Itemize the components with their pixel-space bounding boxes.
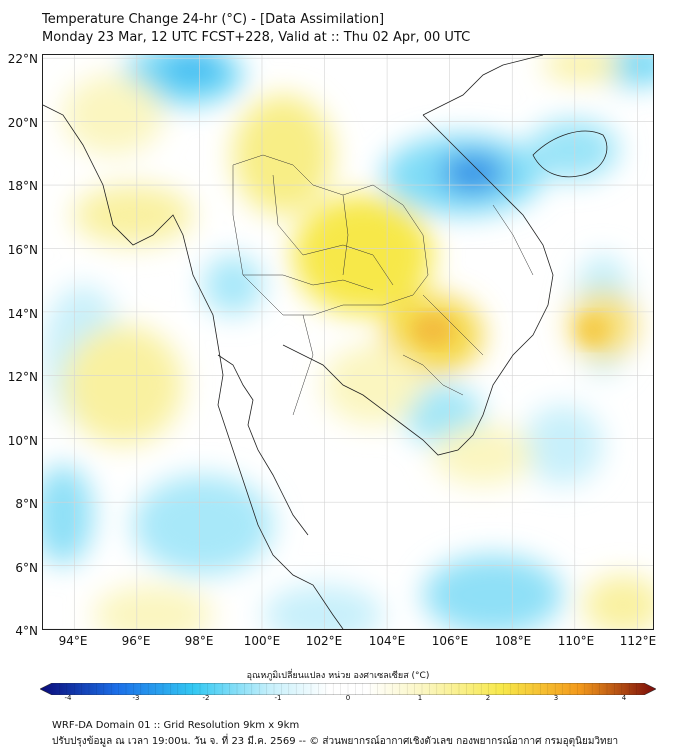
- lat-label-18: 18°N: [7, 179, 38, 193]
- lat-label-8: 8°N: [15, 497, 38, 511]
- colorbar-tick-0: 0: [345, 694, 351, 702]
- lat-label-10: 10°N: [7, 434, 38, 448]
- lon-label-106: 106°E: [431, 634, 469, 648]
- lon-label-104: 104°E: [368, 634, 406, 648]
- lat-label-20: 20°N: [7, 116, 38, 130]
- map-subtitle: Monday 23 Mar, 12 UTC FCST+228, Valid at…: [42, 30, 471, 45]
- lat-label-14: 14°N: [7, 307, 38, 321]
- colorbar-tick-4: 4: [621, 694, 627, 702]
- lon-label-112: 112°E: [619, 634, 657, 648]
- lat-label-16: 16°N: [7, 243, 38, 257]
- colorbar-tick-neg1: -1: [274, 694, 282, 702]
- lat-label-12: 12°N: [7, 370, 38, 384]
- lon-label-108: 108°E: [494, 634, 532, 648]
- temperature-change-map: [42, 54, 654, 630]
- footer-model-info: WRF-DA Domain 01 :: Grid Resolution 9km …: [52, 720, 300, 731]
- colorbar: [39, 680, 657, 696]
- lat-label-4: 4°N: [15, 624, 38, 638]
- lon-label-94: 94°E: [58, 634, 88, 648]
- map-title: Temperature Change 24-hr (°C) - [Data As…: [42, 12, 385, 27]
- colorbar-tick-1: 1: [417, 694, 423, 702]
- lon-label-100: 100°E: [243, 634, 281, 648]
- lon-label-110: 110°E: [557, 634, 595, 648]
- lon-label-98: 98°E: [184, 634, 214, 648]
- lat-label-6: 6°N: [15, 561, 38, 575]
- colorbar-tick-neg3: -3: [132, 694, 140, 702]
- coastlines: [43, 55, 608, 629]
- temperature-field: [43, 55, 653, 629]
- colorbar-label: อุณหภูมิเปลี่ยนแปลง หน่วย องศาเซลเซียส (…: [246, 671, 430, 681]
- footer-credit: ปรับปรุงข้อมูล ณ เวลา 19:00น. วัน จ. ที่…: [52, 736, 619, 747]
- lon-label-102: 102°E: [305, 634, 343, 648]
- lon-label-96: 96°E: [121, 634, 151, 648]
- graticule: [43, 55, 653, 629]
- colorbar-tick-3: 3: [553, 694, 559, 702]
- colorbar-tick-neg4: -4: [64, 694, 72, 702]
- colorbar-tick-neg2: -2: [202, 694, 210, 702]
- province-boundaries: [232, 154, 534, 416]
- colorbar-tick-2: 2: [485, 694, 491, 702]
- lat-label-22: 22°N: [7, 52, 38, 66]
